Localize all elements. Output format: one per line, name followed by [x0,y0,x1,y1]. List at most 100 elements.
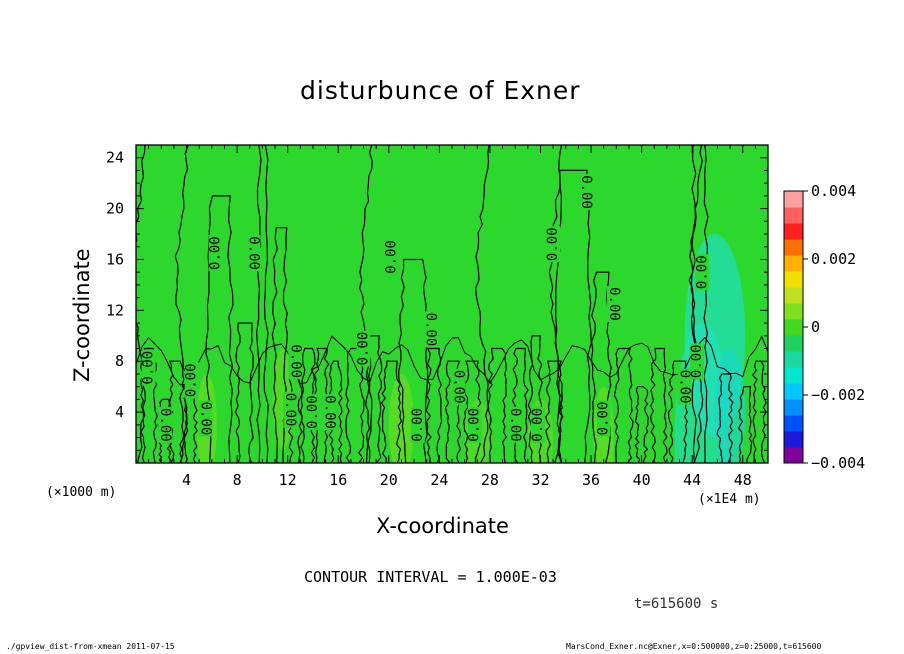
zero-contour-line [444,360,462,463]
contour-label: 0.00 [507,408,523,442]
zero-contour-line [548,145,564,463]
colorbar-segment [784,223,803,240]
x-tick-label: 48 [734,471,752,489]
contour-label: 0.00 [467,408,483,442]
zero-contour-line [716,373,734,463]
contour-label: 0.00 [545,227,561,261]
contour-label-bg [451,368,466,405]
contour-label: 0.00 [305,395,321,429]
contour-label: 0.00 [208,236,224,270]
y-tick-label: 16 [106,250,124,268]
x-tick-label: 24 [430,471,448,489]
contour-label-bg [467,406,482,443]
contour-label-bg [596,400,611,437]
contour-label-bg [606,286,621,322]
zero-contour-line [649,347,668,463]
x-axis-label: X-coordinate [376,514,509,538]
chart-title: disturbunce of Exner [300,76,581,105]
y-tick-label: 4 [115,403,124,421]
colorbar-segment [784,415,803,432]
colorbar-segment [784,191,803,208]
contour-label-bg [508,406,523,443]
contour-label-bg [141,349,156,386]
zero-contour-line [634,386,649,463]
x-scale-label: (×1000 m) [46,485,117,500]
colorbar-segment [784,255,803,272]
contour-label: 0.00 [450,370,466,404]
contour-label: 0.00 [157,408,173,442]
zero-contour-line [365,335,383,463]
contour-label-bg [198,400,213,437]
footer-right: MarsCond_Exner.nc@Exner,x=0:500000,z=0:2… [566,642,822,651]
anomaly-patch [714,348,746,463]
contour-interval-label: CONTOUR INTERVAL = 1.000E-03 [304,568,557,586]
colorbar-segment [784,447,803,464]
contour-label: 0.00 [410,408,426,442]
x-scale-label-secondary: (×1E4 m) [698,492,761,507]
contour-label: 0.00 [689,344,705,378]
contour-label-bg [184,362,199,399]
zero-contour-line [688,145,704,463]
colorbar-tick-label: 0.002 [811,250,856,268]
contour-label-bg [530,406,545,443]
colorbar-segment [784,303,803,320]
x-tick-label: 20 [380,471,398,489]
contour-label: 0.00 [141,351,157,385]
y-axis-label: Z-coordinate [70,248,94,382]
zero-contour-line [751,360,767,463]
zero-contour-line [590,271,612,463]
x-tick-label: 36 [582,471,600,489]
x-tick-label: 8 [233,471,242,489]
colorbar-segment [784,287,803,304]
contour-label-bg [695,254,710,291]
colorbar-tick-label: −0.004 [811,454,865,472]
x-tick-label: 44 [683,471,701,489]
contour-label: 0.00 [356,332,372,366]
colorbar-segment [784,239,803,256]
zero-contour-line [140,347,158,463]
contour-label-bg [384,238,399,275]
contour-label: 0.00 [282,393,298,427]
zero-contour-line [358,145,373,463]
y-tick-label: 12 [106,301,124,319]
x-tick-label: 12 [279,471,297,489]
y-tick-label: 24 [106,149,124,167]
contour-label-bg [677,368,692,405]
colorbar-segment [784,271,803,288]
zero-contour-line [474,145,490,463]
contour-label-bg [208,235,223,272]
contour-label-bg [546,226,561,263]
zero-contour-line [667,360,689,463]
contour-label: 0.00 [321,395,337,429]
colorbar-tick-label: 0 [811,318,820,336]
footer-left: ./gpview_dist-from-xmean 2011-07-15 [6,642,175,651]
anomaly-patch [388,373,415,463]
y-tick-label: 8 [115,352,124,370]
contour-label: 0.00 [694,255,710,289]
contour-label-bg [288,343,303,380]
x-tick-label: 16 [329,471,347,489]
x-tick-label: 28 [481,471,499,489]
contour-label-bg [283,391,298,428]
plot-background [136,145,768,463]
zero-contour-line [425,347,443,463]
colorbar-segment [784,351,803,368]
colorbar-segment [784,399,803,416]
zero-contour-line [545,360,564,463]
contour-label-bg [158,406,173,443]
contour-label-bg [410,406,425,443]
contour-label: 0.00 [246,236,262,270]
contour-label: 0.00 [198,402,214,436]
contour-label: 0.00 [596,402,612,436]
contour-label-bg [578,174,593,211]
zero-contour-line [136,335,768,386]
zero-contour-line [205,195,234,463]
contour-label-bg [246,235,261,272]
colorbar-segment [784,207,803,224]
contour-label: 0.00 [287,344,303,378]
contour-label: 0.00 [677,370,693,404]
time-label: t=615600 s [634,596,719,612]
contour-label-bg [322,394,337,431]
zero-contour-line [380,360,403,463]
